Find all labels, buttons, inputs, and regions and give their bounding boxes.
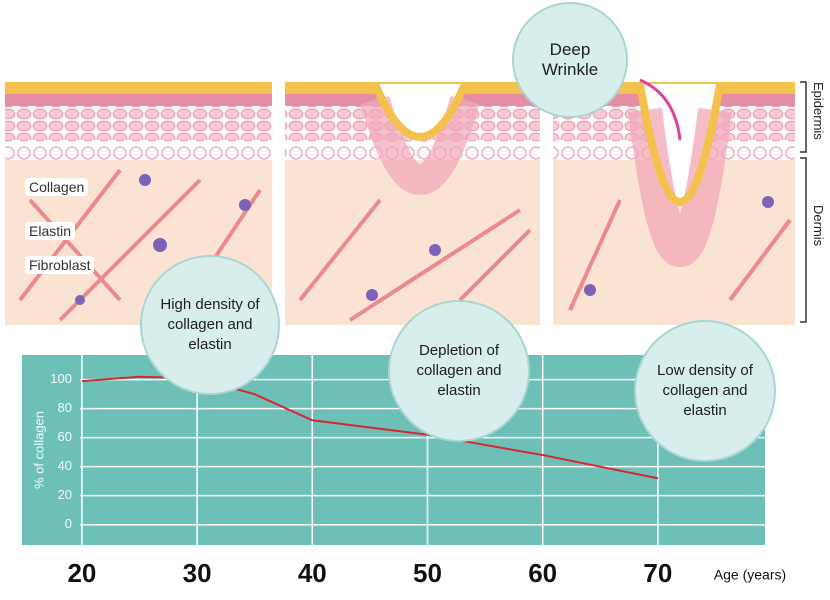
x-tick-label: 70 [643, 558, 672, 588]
x-tick-label: 40 [298, 558, 327, 588]
annotation: Epidermis [811, 82, 826, 140]
x-tick-label: 50 [413, 558, 442, 588]
skin-illustration [5, 78, 807, 325]
y-tick-label: 0 [65, 516, 72, 531]
annotation: Fibroblast [25, 256, 95, 274]
annotation: Depletion of collagen and elastin [388, 300, 530, 442]
y-tick-label: 80 [58, 400, 72, 415]
y-tick-label: 40 [58, 458, 72, 473]
y-axis-label: % of collagen [31, 411, 46, 489]
annotation: Deep Wrinkle [512, 2, 628, 118]
y-tick-label: 60 [58, 429, 72, 444]
annotation: Dermis [811, 205, 826, 247]
annotation: High density of collagen and elastin [140, 255, 280, 395]
x-axis-label: Age (years) [714, 567, 786, 583]
x-tick-label: 20 [67, 558, 96, 588]
annotation: Low density of collagen and elastin [634, 320, 776, 462]
x-tick-label: 60 [528, 558, 557, 588]
y-tick-label: 20 [58, 487, 72, 502]
annotation: Elastin [25, 222, 76, 240]
x-tick-label: 30 [183, 558, 212, 588]
annotation: Collagen [25, 178, 89, 196]
y-tick-label: 100 [50, 371, 72, 386]
